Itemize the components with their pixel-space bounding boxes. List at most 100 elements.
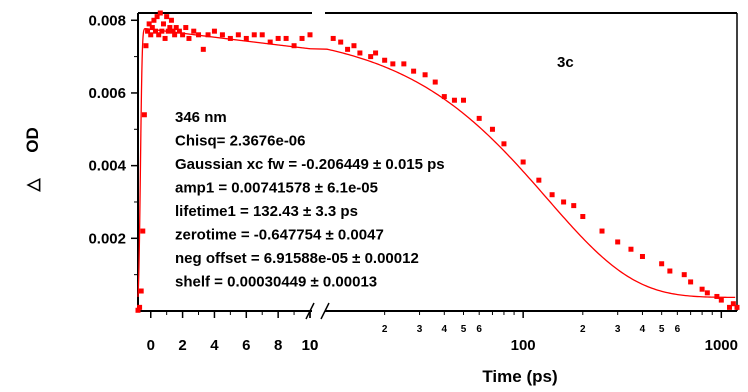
x-minor-tick-label: 6 (675, 324, 681, 335)
x-minor-tick-label: 2 (580, 324, 586, 335)
data-point (330, 35, 336, 41)
data-points-group (135, 10, 740, 313)
data-point (156, 32, 162, 38)
x-tick-label: 10 (302, 337, 319, 354)
data-point (149, 25, 155, 31)
data-point (734, 304, 740, 310)
x-minor-tick-label: 5 (659, 324, 665, 335)
x-minor-tick-label: 5 (461, 324, 467, 335)
data-point (219, 32, 225, 38)
fit-curve-log (309, 48, 736, 299)
data-point (259, 32, 265, 38)
data-point (211, 28, 217, 34)
x-tick-label: 2 (178, 337, 186, 354)
data-point (422, 72, 428, 78)
y-tick-label: 0.006 (88, 85, 126, 102)
data-point (549, 192, 555, 198)
data-point (180, 32, 186, 38)
x-tick-label: 0 (147, 337, 155, 354)
data-point (351, 43, 357, 49)
data-point (146, 21, 152, 27)
x-tick-label: 100 (511, 337, 536, 354)
data-point (461, 97, 466, 103)
x-axis-title: Time (ps) (482, 367, 557, 386)
data-point (162, 35, 168, 41)
data-point (688, 279, 694, 285)
data-point (489, 126, 495, 132)
data-point (718, 297, 724, 303)
data-point (151, 17, 157, 23)
axis-break-mark (320, 302, 330, 320)
plot-frame (137, 12, 738, 320)
data-point (476, 115, 482, 121)
x-minor-tick-label: 3 (615, 324, 621, 335)
data-point (141, 112, 147, 118)
data-point (138, 288, 144, 294)
data-point (291, 43, 297, 49)
data-point (307, 32, 313, 38)
data-point (373, 50, 379, 56)
data-point (235, 32, 241, 38)
data-point (501, 141, 507, 147)
data-point (628, 246, 634, 252)
data-point (183, 25, 189, 31)
data-point (390, 61, 396, 67)
data-point (667, 268, 673, 274)
data-point (580, 214, 586, 220)
annotation-line: shelf = 0.00030449 ± 0.00013 (175, 274, 377, 291)
y-axis-title-delta: △ (23, 178, 42, 193)
data-point (170, 28, 176, 34)
data-point (160, 21, 166, 27)
data-point (267, 39, 273, 45)
y-tick-label: 0.004 (88, 158, 126, 175)
data-point (441, 94, 447, 100)
data-point (205, 32, 211, 38)
data-point (145, 28, 151, 34)
data-point (283, 35, 289, 41)
annotation-line: Chisq= 2.3676e-06 (175, 133, 306, 150)
data-point (275, 35, 281, 41)
annotation-line: lifetime1 = 132.43 ± 3.3 ps (175, 203, 358, 220)
data-point (382, 57, 388, 63)
data-point (154, 14, 160, 20)
data-point (143, 43, 149, 49)
x-minor-tick-label: 3 (417, 324, 423, 335)
data-point (251, 32, 257, 38)
data-point (299, 35, 305, 41)
annotation-line: 346 nm (175, 109, 227, 126)
data-point (411, 68, 417, 74)
data-point (357, 50, 363, 56)
data-point (200, 46, 206, 52)
data-point (520, 159, 526, 165)
data-point (730, 301, 736, 307)
data-point (172, 32, 178, 38)
data-point (167, 25, 173, 31)
data-point (135, 307, 141, 313)
data-point (186, 35, 192, 41)
x-tick-label: 8 (274, 337, 282, 354)
y-axis: 0.002 0.004 0.006 0.008 (88, 12, 138, 276)
data-point (176, 28, 182, 34)
data-point (727, 304, 733, 310)
x-tick-label: 4 (210, 337, 219, 354)
data-point (639, 253, 645, 259)
x-tick-label: 1000 (705, 337, 738, 354)
data-point (157, 10, 163, 16)
data-point (571, 203, 577, 209)
annotation-line: Gaussian xc fw = -0.206449 ± 0.015 ps (175, 156, 445, 173)
panel-label: 3c (557, 54, 574, 71)
data-point (401, 61, 407, 67)
data-point (338, 39, 344, 45)
data-point (615, 239, 621, 245)
x-tick-label: 10 (302, 337, 319, 354)
x-tick-label: 6 (242, 337, 250, 354)
annotation-line: amp1 = 0.00741578 ± 6.1e-05 (175, 180, 378, 197)
annotation-line: zerotime = -0.647754 ± 0.0047 (175, 227, 384, 244)
y-axis-title: OD (23, 127, 42, 153)
annotation-line: neg offset = 6.91588e-05 ± 0.00012 (175, 250, 419, 267)
data-point (561, 199, 567, 205)
data-point (140, 228, 146, 234)
